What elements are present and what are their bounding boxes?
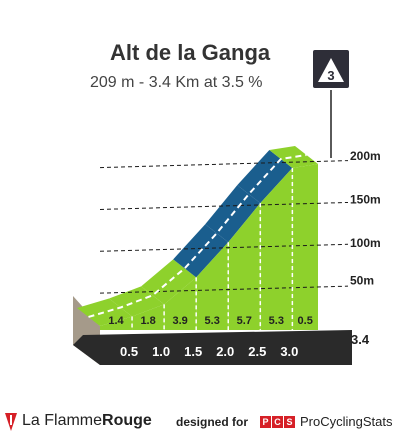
category-badge-label: 3 [327, 68, 334, 83]
km-tick-label: 2.5 [248, 344, 266, 359]
elevation-contour-line [99, 285, 349, 294]
pcs-letter: S [284, 416, 295, 428]
profile-front-segment [100, 316, 133, 330]
elevation-contour-line [99, 201, 349, 210]
pcs-letter: C [272, 416, 283, 428]
footer: La FlammeRouge designed for P C S ProCyc… [0, 408, 405, 436]
km-tick-label: 1.0 [152, 344, 170, 359]
profile-base-band [73, 330, 352, 365]
category-triangle-icon [318, 58, 344, 82]
elevation-contour-line [99, 243, 349, 252]
gradient-label: 1.4 [108, 315, 124, 327]
km-tick-label: 0.5 [120, 344, 138, 359]
profile-top-surface-segment [77, 298, 133, 326]
brand-name: La FlammeRouge [22, 412, 152, 430]
brand-name-right: Rouge [102, 412, 152, 429]
elevation-tick-label: 150m [350, 193, 381, 207]
summit-distance-label: 3.4 [351, 332, 370, 347]
gradient-label: 3.9 [172, 315, 187, 327]
gradient-label: 5.7 [237, 315, 252, 327]
climb-subtitle: 209 m - 3.4 Km at 3.5 % [90, 74, 263, 91]
elevation-tick-label: 100m [350, 236, 381, 250]
km-tick-label: 2.0 [216, 344, 234, 359]
profile-front-segment [260, 168, 293, 330]
profile-front-segment [196, 242, 229, 330]
elevation-contour-line [99, 160, 349, 169]
elevation-tick-label: 200m [350, 149, 381, 163]
gradient-label: 1.8 [140, 315, 155, 327]
profile-front-segment [228, 203, 261, 330]
profile-front-segment [292, 163, 318, 330]
elevation-profile-chart: 1.4 1.8 3.9 5.3 5.7 5.3 0.5 0.5 1.0 1.5 2.0 2.5 3.0 3… [73, 50, 381, 365]
gradient-label: 0.5 [298, 315, 313, 327]
profile-front-segment [132, 304, 165, 330]
climb-title: Alt de la Ganga [110, 40, 271, 65]
pcs-name: ProCyclingStats [300, 414, 393, 429]
profile-front-segment [164, 277, 197, 330]
flame-rouge-icon [5, 413, 17, 431]
gradient-label: 5.3 [269, 315, 284, 327]
brand-name-left: La Flamme [22, 412, 103, 429]
km-tick-label: 3.0 [280, 344, 298, 359]
km-tick-label: 1.5 [184, 344, 202, 359]
gradient-label: 5.3 [205, 315, 220, 327]
pcs-logo-icon: P C S [260, 416, 295, 428]
profile-top-surface-segment [269, 145, 318, 168]
profile-center-line [88, 153, 307, 318]
elevation-tick-label: 50m [350, 274, 374, 288]
pcs-letter: P [260, 416, 271, 428]
designed-for-label: designed for [176, 415, 249, 429]
